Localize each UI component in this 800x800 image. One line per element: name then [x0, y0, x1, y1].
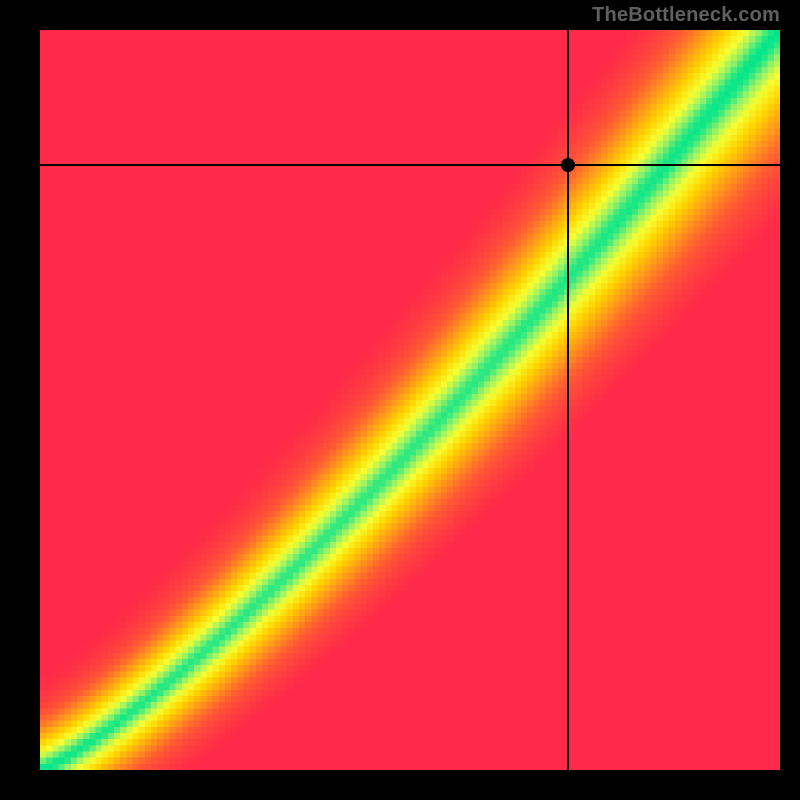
heatmap-canvas [40, 30, 780, 770]
page-root: TheBottleneck.com [0, 0, 800, 800]
crosshair-horizontal [40, 164, 780, 166]
bottleneck-heatmap [40, 30, 780, 770]
crosshair-vertical [567, 30, 569, 770]
watermark-text: TheBottleneck.com [592, 4, 780, 27]
crosshair-marker [561, 158, 575, 172]
